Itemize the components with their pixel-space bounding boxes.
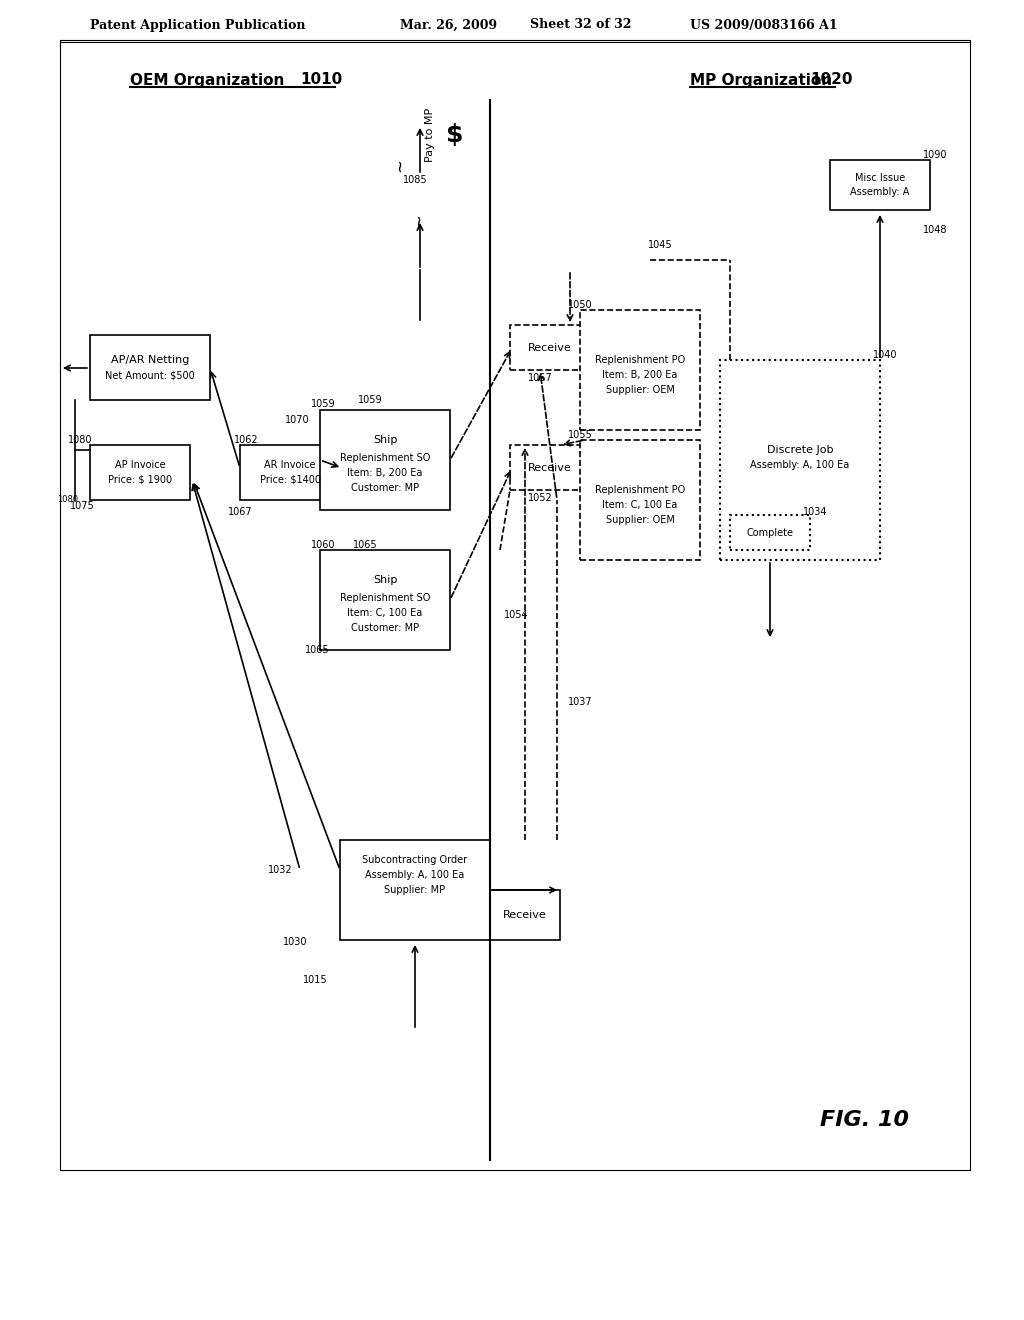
Text: Item: B, 200 Ea: Item: B, 200 Ea xyxy=(347,469,423,478)
Text: Misc Issue: Misc Issue xyxy=(855,173,905,183)
Text: FIG. 10: FIG. 10 xyxy=(820,1110,909,1130)
Bar xyxy=(319,550,450,649)
Bar xyxy=(90,445,190,500)
Text: Supplier: OEM: Supplier: OEM xyxy=(605,515,675,525)
Text: AP/AR Netting: AP/AR Netting xyxy=(111,355,189,366)
Text: 1054: 1054 xyxy=(504,610,528,620)
Bar xyxy=(830,160,930,210)
Text: 1060: 1060 xyxy=(310,540,335,550)
Text: 1015: 1015 xyxy=(303,975,328,985)
Text: 1045: 1045 xyxy=(648,240,673,249)
Text: 1085: 1085 xyxy=(402,176,427,185)
Bar xyxy=(90,335,210,400)
Text: 1020: 1020 xyxy=(810,73,853,87)
Text: 1055: 1055 xyxy=(567,430,592,440)
Text: ~: ~ xyxy=(410,213,428,227)
Text: Replenishment SO: Replenishment SO xyxy=(340,593,430,603)
Text: $: $ xyxy=(446,123,464,147)
Text: Receive: Receive xyxy=(528,343,571,352)
Bar xyxy=(240,445,340,500)
Text: 1062: 1062 xyxy=(233,436,258,445)
Text: 1048: 1048 xyxy=(923,224,947,235)
Text: 1037: 1037 xyxy=(567,697,592,708)
Text: 1050: 1050 xyxy=(567,300,592,310)
Text: Replenishment PO: Replenishment PO xyxy=(595,355,685,366)
Text: AP Invoice: AP Invoice xyxy=(115,459,165,470)
Text: AR Invoice: AR Invoice xyxy=(264,459,315,470)
Text: 1030: 1030 xyxy=(283,937,307,946)
Text: Customer: MP: Customer: MP xyxy=(351,483,419,492)
Text: Ship: Ship xyxy=(373,576,397,585)
Text: 1057: 1057 xyxy=(527,374,552,383)
Text: Item: C, 100 Ea: Item: C, 100 Ea xyxy=(347,609,423,618)
Bar xyxy=(720,360,880,560)
Bar xyxy=(730,515,810,550)
Text: Complete: Complete xyxy=(746,528,794,539)
Text: 1080: 1080 xyxy=(68,436,92,445)
Text: 1075: 1075 xyxy=(70,502,94,511)
Text: Replenishment PO: Replenishment PO xyxy=(595,484,685,495)
Text: Pay to MP: Pay to MP xyxy=(425,108,435,162)
Text: 1032: 1032 xyxy=(267,865,292,875)
Text: Receive: Receive xyxy=(503,909,547,920)
Text: Assembly: A: Assembly: A xyxy=(850,187,909,197)
Bar xyxy=(580,440,700,560)
Text: 1059: 1059 xyxy=(310,399,335,409)
Text: Replenishment SO: Replenishment SO xyxy=(340,453,430,463)
Text: Item: C, 100 Ea: Item: C, 100 Ea xyxy=(602,500,678,510)
Text: 1052: 1052 xyxy=(527,492,552,503)
Bar xyxy=(510,325,590,370)
Text: Item: B, 200 Ea: Item: B, 200 Ea xyxy=(602,370,678,380)
Text: Ship: Ship xyxy=(373,436,397,445)
Text: 1034: 1034 xyxy=(803,507,827,517)
Text: Price: $1400: Price: $1400 xyxy=(259,475,321,484)
Text: Supplier: OEM: Supplier: OEM xyxy=(605,385,675,395)
Text: ~: ~ xyxy=(391,158,409,172)
Text: Net Amount: $500: Net Amount: $500 xyxy=(105,370,195,380)
Bar xyxy=(340,840,490,940)
Text: Mar. 26, 2009: Mar. 26, 2009 xyxy=(400,18,497,32)
Text: Customer: MP: Customer: MP xyxy=(351,623,419,634)
Text: 1065: 1065 xyxy=(352,540,377,550)
Text: MP Organization: MP Organization xyxy=(690,73,833,87)
Text: OEM Organization: OEM Organization xyxy=(130,73,285,87)
Text: Assembly: A, 100 Ea: Assembly: A, 100 Ea xyxy=(751,459,850,470)
Text: Discrete Job: Discrete Job xyxy=(767,445,834,455)
Text: 1070: 1070 xyxy=(285,414,309,425)
Text: Receive: Receive xyxy=(528,463,571,473)
Text: Supplier: MP: Supplier: MP xyxy=(384,884,445,895)
Text: 1040: 1040 xyxy=(872,350,897,360)
Text: Sheet 32 of 32: Sheet 32 of 32 xyxy=(530,18,632,32)
Bar xyxy=(580,310,700,430)
Text: Patent Application Publication: Patent Application Publication xyxy=(90,18,305,32)
Text: Subcontracting Order: Subcontracting Order xyxy=(362,855,468,865)
Text: 1065: 1065 xyxy=(305,645,330,655)
Text: US 2009/0083166 A1: US 2009/0083166 A1 xyxy=(690,18,838,32)
Text: 1080: 1080 xyxy=(57,495,79,504)
Bar xyxy=(319,411,450,510)
Text: 1090: 1090 xyxy=(923,150,947,160)
Text: 1067: 1067 xyxy=(227,507,252,517)
Bar xyxy=(510,445,590,490)
Text: 1010: 1010 xyxy=(300,73,342,87)
Text: 1059: 1059 xyxy=(357,395,382,405)
Text: Assembly: A, 100 Ea: Assembly: A, 100 Ea xyxy=(366,870,465,880)
Text: Price: $ 1900: Price: $ 1900 xyxy=(108,475,172,484)
Bar xyxy=(490,890,560,940)
